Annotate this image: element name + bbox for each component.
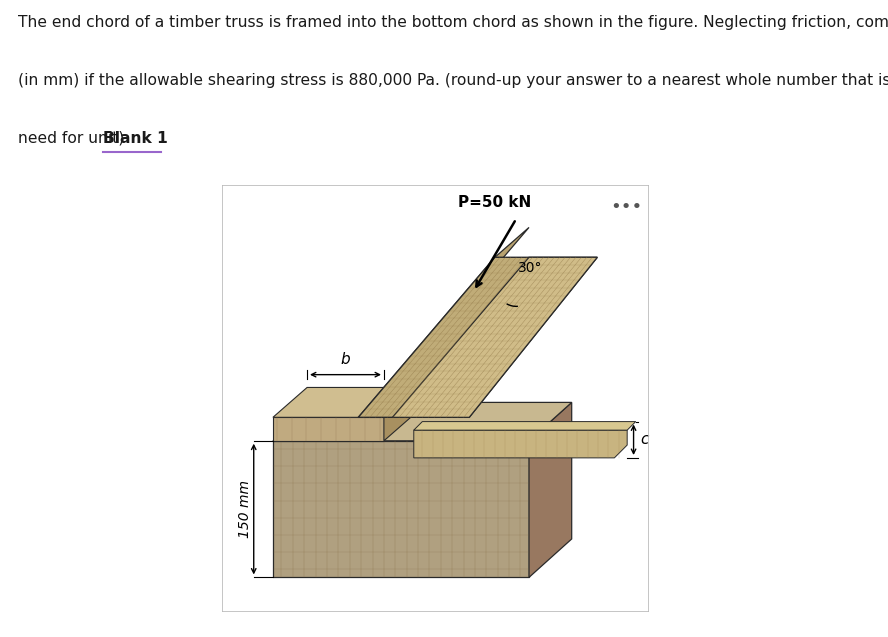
Text: The end chord of a timber truss is framed into the bottom chord as shown in the : The end chord of a timber truss is frame… — [18, 15, 888, 30]
Polygon shape — [358, 227, 529, 417]
Text: c: c — [640, 433, 648, 447]
Text: •••: ••• — [610, 197, 642, 215]
Polygon shape — [392, 257, 598, 417]
Polygon shape — [529, 403, 572, 577]
Text: 30°: 30° — [519, 261, 543, 275]
Text: Blank 1: Blank 1 — [103, 131, 168, 146]
Polygon shape — [384, 387, 418, 441]
Polygon shape — [358, 257, 598, 417]
Text: need for unit): need for unit) — [18, 131, 129, 146]
Polygon shape — [273, 387, 418, 417]
Polygon shape — [273, 403, 572, 441]
Polygon shape — [273, 417, 384, 441]
Text: (in mm) if the allowable shearing stress is 880,000 Pa. (round-up your answer to: (in mm) if the allowable shearing stress… — [18, 73, 888, 88]
Polygon shape — [414, 430, 627, 458]
Text: 150 mm: 150 mm — [238, 480, 251, 538]
Polygon shape — [273, 441, 529, 577]
Text: b: b — [341, 352, 350, 367]
Polygon shape — [414, 422, 636, 430]
Text: P=50 kN: P=50 kN — [458, 196, 532, 210]
